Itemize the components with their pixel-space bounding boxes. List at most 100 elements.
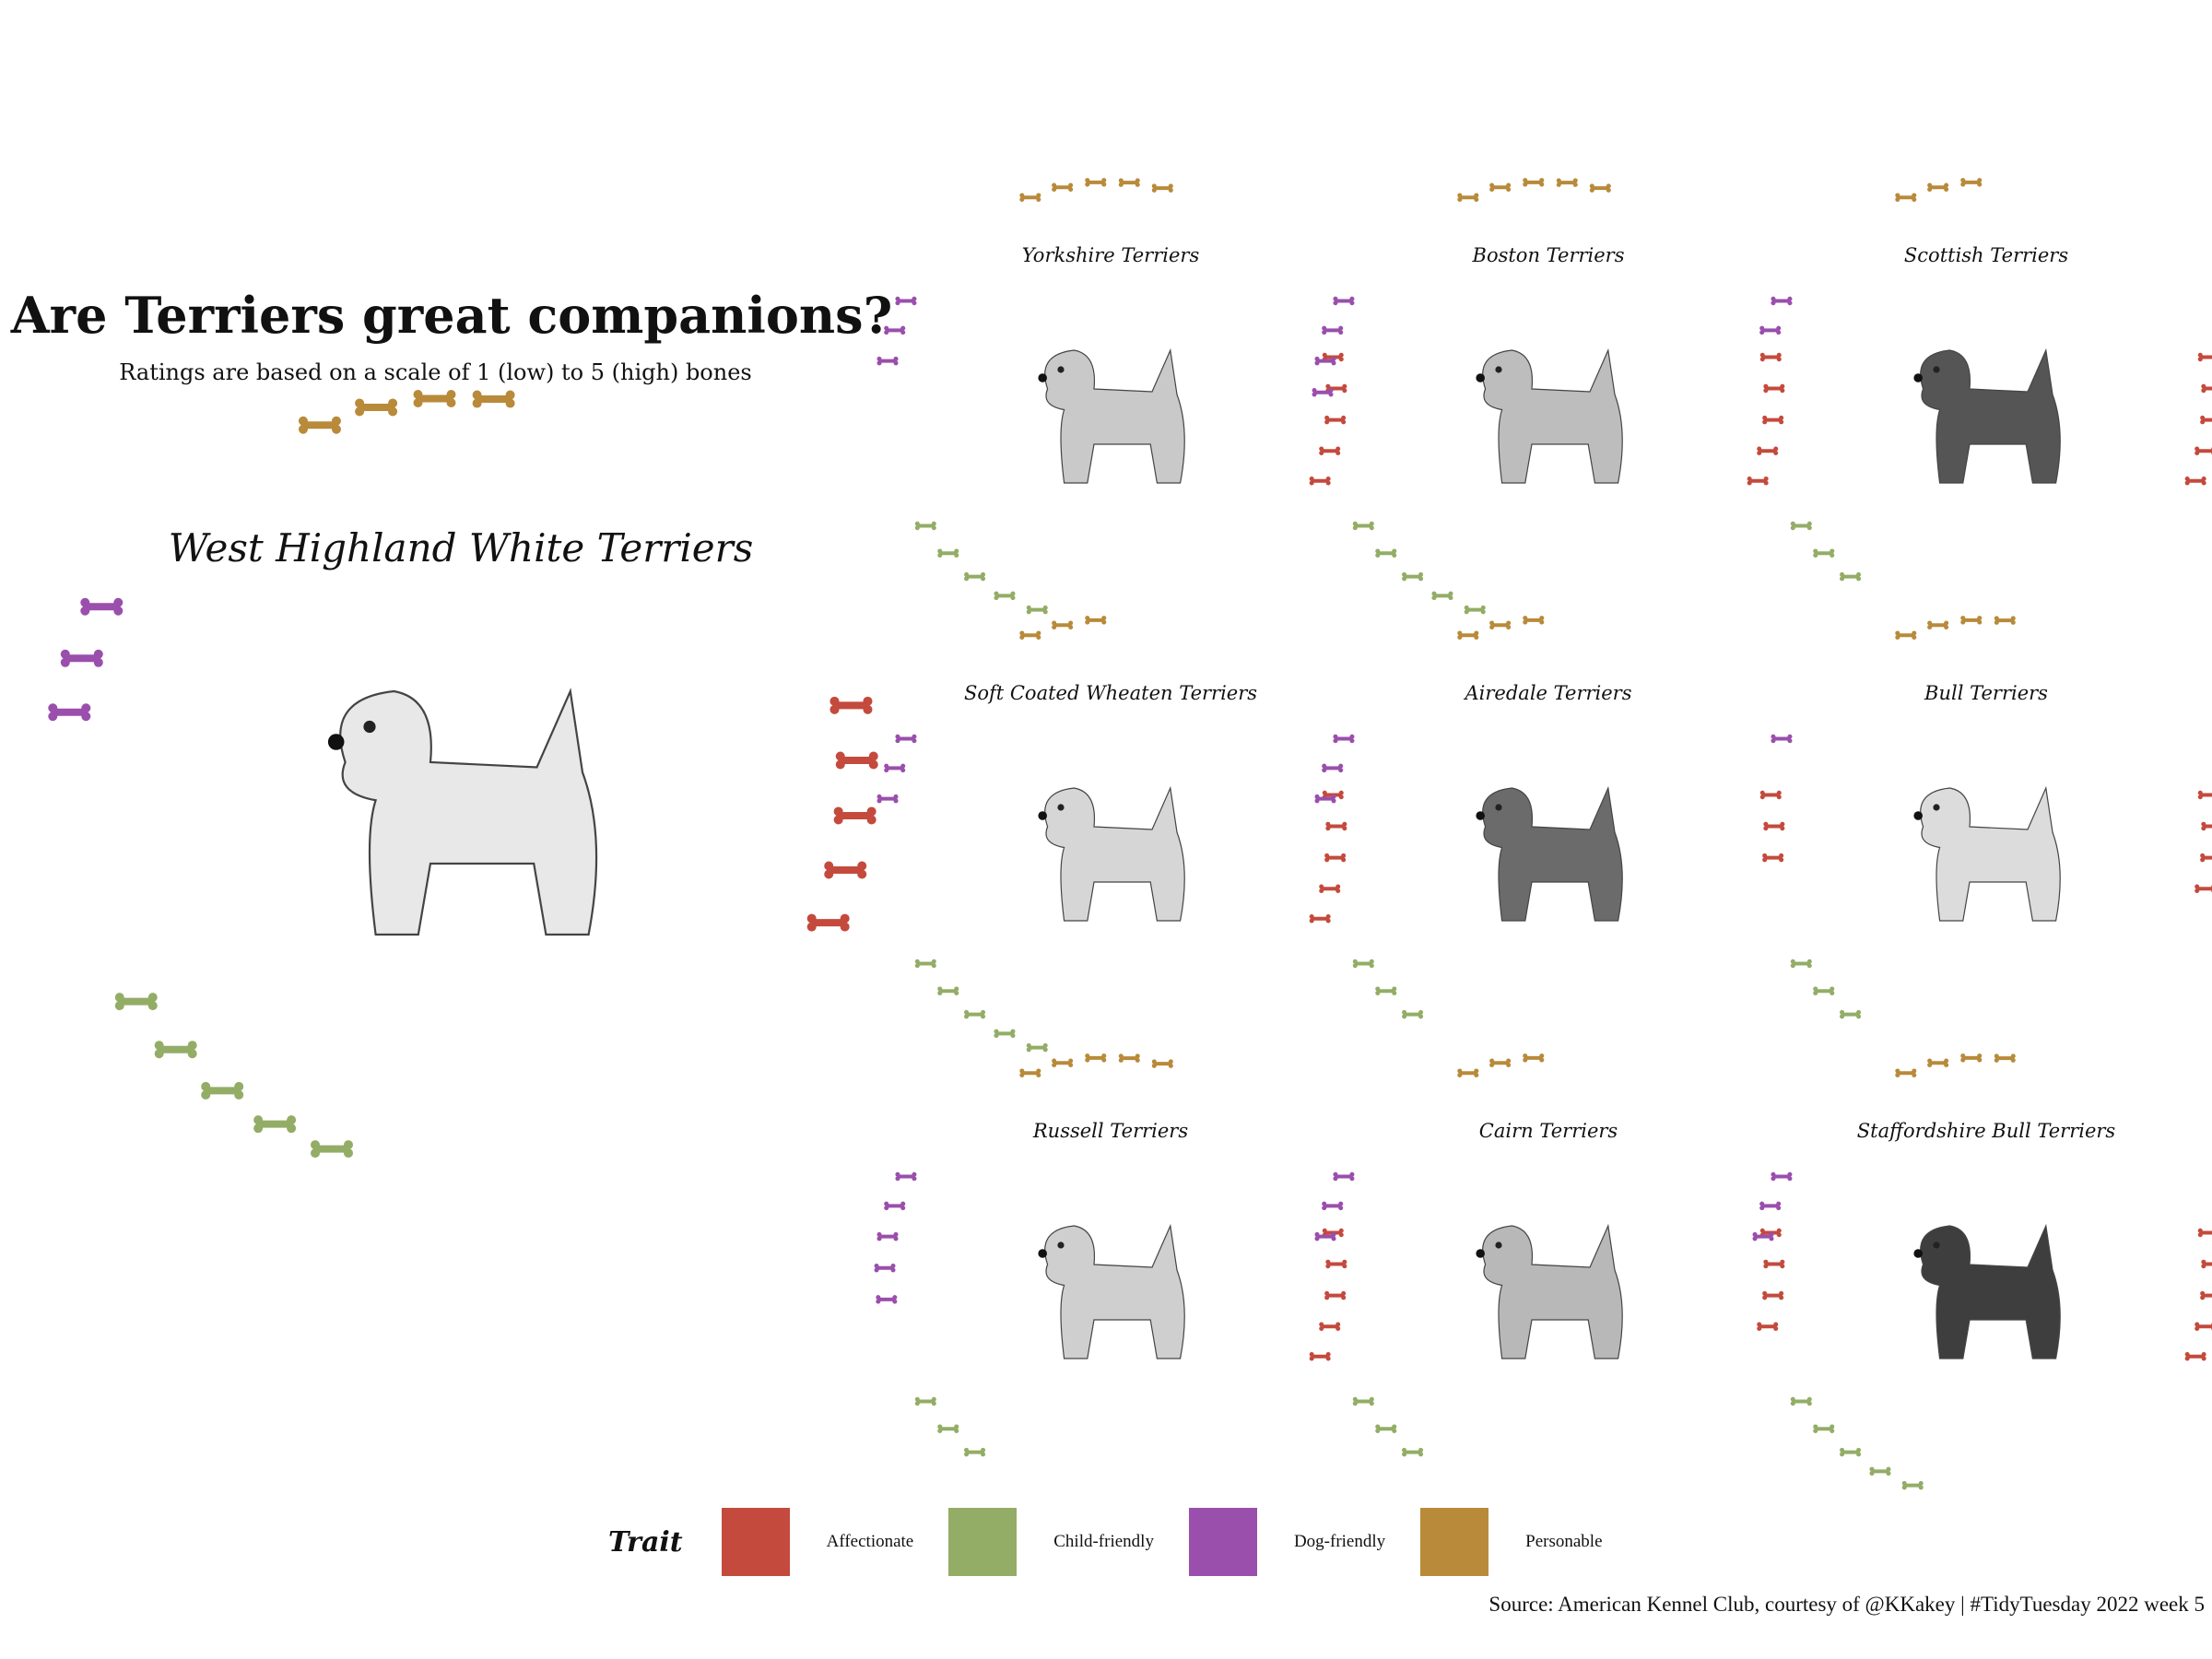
- breed-label-bull-terriers: Bull Terriers: [1924, 682, 2048, 704]
- bone-child-friendly-west-highland-white-terriers: [311, 1140, 354, 1159]
- bone-personable-yorkshire-terriers: [1052, 182, 1074, 192]
- bone-personable-boston-terriers: [1556, 178, 1578, 187]
- legend-item-dog-friendly: Dog-friendly: [1188, 1508, 1386, 1576]
- dog-nose: [1476, 373, 1485, 382]
- breed-label-cairn-terriers: Cairn Terriers: [1478, 1120, 1618, 1142]
- bone-affectionate-bull-terriers: [2201, 821, 2212, 831]
- dog-eye: [363, 720, 376, 734]
- legend-label-dog-friendly: Dog-friendly: [1293, 1532, 1386, 1551]
- bone-dog-friendly-scottish-terriers: [1759, 325, 1782, 335]
- bone-child-friendly-cairn-terriers: [1375, 1424, 1397, 1433]
- bone-affectionate-russell-terriers: [1319, 1322, 1341, 1332]
- dog-boston-terriers: [1476, 347, 1623, 484]
- breed-label-russell-terriers: Russell Terriers: [1032, 1120, 1189, 1142]
- bone-dog-friendly-bull-terriers: [1771, 734, 1793, 744]
- bone-affectionate-west-highland-white-terriers: [824, 861, 867, 879]
- bone-child-friendly-scottish-terriers: [1813, 548, 1835, 558]
- bone-affectionate-bull-terriers: [2200, 853, 2212, 863]
- dog-illustration: [1920, 785, 2061, 922]
- bone-dog-friendly-boston-terriers: [1333, 296, 1355, 306]
- dog-eye: [1933, 804, 1940, 811]
- chart-title: Are Terriers great companions?: [10, 286, 893, 345]
- bone-dog-friendly-russell-terriers: [874, 1263, 896, 1273]
- dog-nose: [1913, 811, 1923, 820]
- bone-dog-friendly-yorkshire-terriers: [895, 296, 917, 306]
- bone-personable-soft-coated-wheaten-terriers: [1052, 620, 1074, 629]
- bone-child-friendly-boston-terriers: [1464, 605, 1486, 615]
- breed-label-west-highland-white-terriers: West Highland White Terriers: [168, 525, 754, 571]
- dog-nose: [1476, 811, 1485, 820]
- bone-affectionate-cairn-terriers: [1763, 1259, 1785, 1269]
- bone-child-friendly-soft-coated-wheaten-terriers: [937, 986, 959, 995]
- bone-child-friendly-west-highland-white-terriers: [154, 1041, 197, 1059]
- legend-swatch-affectionate: [721, 1508, 790, 1576]
- dog-nose: [1476, 1249, 1485, 1258]
- dog-eye: [1933, 366, 1940, 373]
- bone-child-friendly-staffordshire-bull-terriers: [1813, 1424, 1835, 1433]
- bone-personable-west-highland-white-terriers: [413, 389, 456, 407]
- legend-title: Trait: [608, 1525, 683, 1559]
- dog-illustration: [1920, 1223, 2061, 1359]
- bone-child-friendly-boston-terriers: [1402, 571, 1424, 582]
- dog-soft-coated-wheaten-terriers: [1038, 785, 1185, 922]
- bone-dog-friendly-soft-coated-wheaten-terriers: [884, 763, 906, 773]
- dog-eye: [1495, 366, 1502, 373]
- bone-child-friendly-boston-terriers: [1352, 521, 1374, 531]
- dog-eye: [1057, 1241, 1065, 1249]
- bone-dog-friendly-boston-terriers: [1322, 325, 1344, 335]
- bone-child-friendly-staffordshire-bull-terriers: [1840, 1447, 1862, 1457]
- bone-child-friendly-soft-coated-wheaten-terriers: [994, 1029, 1016, 1039]
- legend: Trait Affectionate Child-friendly Dog-fr…: [608, 1508, 1645, 1576]
- dog-russell-terriers: [1038, 1223, 1185, 1359]
- breed-label-yorkshire-terriers: Yorkshire Terriers: [1021, 244, 1200, 266]
- dog-nose: [1913, 1249, 1923, 1258]
- bone-child-friendly-yorkshire-terriers: [964, 571, 986, 582]
- bone-dog-friendly-russell-terriers: [877, 1231, 899, 1241]
- bone-personable-russell-terriers: [1052, 1058, 1074, 1067]
- bone-dog-friendly-yorkshire-terriers: [884, 325, 906, 335]
- bone-dog-friendly-staffordshire-bull-terriers: [1759, 1201, 1782, 1211]
- bone-personable-boston-terriers: [1489, 182, 1512, 192]
- bone-affectionate-soft-coated-wheaten-terriers: [1319, 884, 1341, 894]
- bone-personable-cairn-terriers: [1457, 1068, 1479, 1077]
- dog-nose: [1038, 811, 1047, 820]
- legend-item-personable: Personable: [1420, 1508, 1610, 1576]
- bone-dog-friendly-soft-coated-wheaten-terriers: [877, 794, 899, 804]
- bone-personable-yorkshire-terriers: [1151, 183, 1173, 193]
- dog-eye: [1933, 1241, 1940, 1249]
- bone-affectionate-boston-terriers: [1759, 352, 1782, 362]
- dog-west-highland-white-terriers: [327, 688, 598, 936]
- dog-illustration: [1044, 347, 1185, 484]
- dog-airedale-terriers: [1476, 785, 1623, 922]
- bone-child-friendly-cairn-terriers: [1352, 1396, 1374, 1406]
- bone-affectionate-soft-coated-wheaten-terriers: [1309, 914, 1331, 924]
- bone-affectionate-yorkshire-terriers: [1324, 415, 1347, 425]
- bone-personable-russell-terriers: [1118, 1053, 1140, 1063]
- legend-item-affectionate: Affectionate: [721, 1508, 913, 1576]
- legend-swatch-child-friendly: [948, 1508, 1018, 1576]
- bone-dog-friendly-russell-terriers: [884, 1201, 906, 1211]
- bone-affectionate-airedale-terriers: [1763, 821, 1785, 831]
- bone-dog-friendly-yorkshire-terriers: [877, 356, 899, 366]
- bone-child-friendly-yorkshire-terriers: [914, 521, 936, 531]
- bone-personable-staffordshire-bull-terriers: [1960, 1053, 1983, 1063]
- breed-label-staffordshire-bull-terriers: Staffordshire Bull Terriers: [1856, 1120, 2116, 1142]
- bone-affectionate-airedale-terriers: [1759, 790, 1782, 800]
- bone-affectionate-boston-terriers: [1757, 446, 1779, 456]
- bone-personable-russell-terriers: [1085, 1053, 1107, 1063]
- bone-dog-friendly-airedale-terriers: [1333, 734, 1355, 744]
- legend-item-child-friendly: Child-friendly: [948, 1508, 1154, 1576]
- bone-personable-staffordshire-bull-terriers: [1994, 1053, 2016, 1063]
- legend-label-child-friendly: Child-friendly: [1053, 1532, 1154, 1551]
- dog-yorkshire-terriers: [1038, 347, 1185, 484]
- bone-child-friendly-airedale-terriers: [1352, 959, 1374, 969]
- bone-personable-soft-coated-wheaten-terriers: [1019, 630, 1041, 640]
- legend-swatch-dog-friendly: [1188, 1508, 1257, 1576]
- dog-illustration: [1482, 1223, 1623, 1359]
- dog-illustration: [1044, 1223, 1185, 1359]
- bone-personable-airedale-terriers: [1457, 630, 1479, 640]
- bone-affectionate-staffordshire-bull-terriers: [2184, 1352, 2206, 1361]
- bone-child-friendly-scottish-terriers: [1840, 571, 1862, 582]
- bone-child-friendly-west-highland-white-terriers: [201, 1081, 244, 1100]
